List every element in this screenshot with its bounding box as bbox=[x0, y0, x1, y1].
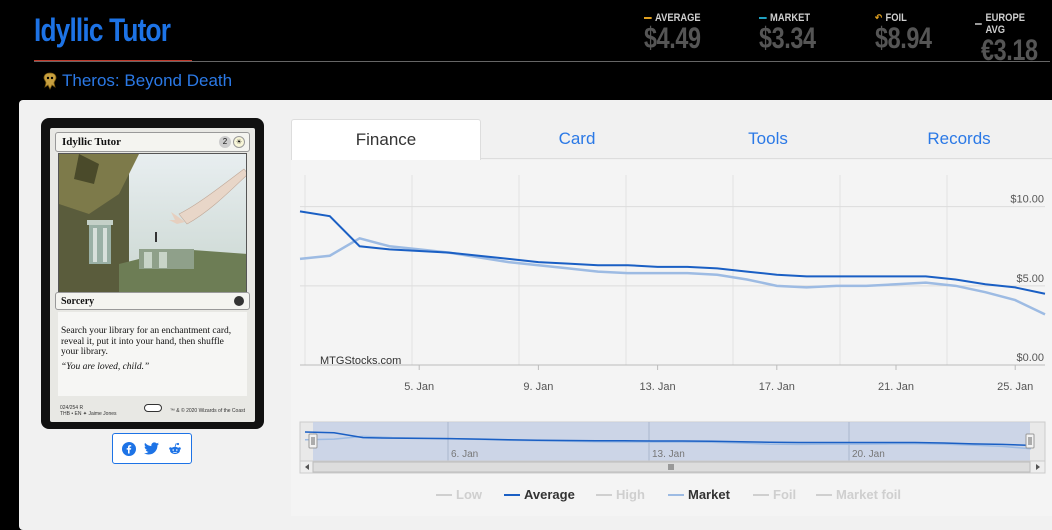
twitter-share-button[interactable] bbox=[143, 440, 161, 458]
header: Idyllic Tutor Theros: Beyond Death AVERA… bbox=[0, 0, 1052, 100]
y-tick-label: $0.00 bbox=[1016, 352, 1044, 364]
price-label: AVERAGE bbox=[655, 12, 701, 24]
facebook-share-button[interactable] bbox=[120, 440, 138, 458]
x-tick-label: 21. Jan bbox=[878, 381, 914, 393]
card-art bbox=[58, 153, 247, 293]
facebook-icon bbox=[121, 441, 136, 456]
card-frame: Idyllic Tutor 2 ☀ bbox=[50, 128, 255, 422]
foil-icon: ↶ bbox=[875, 12, 883, 24]
legend-item-foil[interactable]: Foil bbox=[773, 487, 796, 502]
artist-credit: THB • EN ✦ Jaime Jones bbox=[60, 411, 117, 417]
price-average: AVERAGE $4.49 bbox=[644, 12, 717, 56]
mana-cost: 2 ☀ bbox=[219, 136, 245, 148]
y-tick-label: $5.00 bbox=[1016, 273, 1044, 285]
scroll-left-arrow-icon[interactable] bbox=[305, 464, 309, 470]
set-link[interactable]: Theros: Beyond Death bbox=[42, 71, 232, 91]
card-flavor-text: “You are loved, child.” bbox=[61, 362, 150, 372]
share-buttons bbox=[112, 433, 192, 464]
generic-mana-icon: 2 bbox=[219, 136, 231, 148]
price-value: $3.34 bbox=[759, 22, 816, 55]
reddit-share-button[interactable] bbox=[166, 440, 184, 458]
set-name[interactable]: Theros: Beyond Death bbox=[62, 71, 233, 90]
price-value: €3.18 bbox=[981, 34, 1038, 67]
set-symbol-icon bbox=[43, 72, 57, 90]
navigator-right-handle[interactable] bbox=[1025, 433, 1035, 449]
navigator-series-line bbox=[304, 431, 1032, 447]
market-dash-icon bbox=[759, 17, 767, 19]
scroll-right-arrow-icon[interactable] bbox=[1036, 464, 1040, 470]
tab-finance[interactable]: Finance bbox=[291, 119, 481, 160]
card-textbox: Search your library for an enchantment c… bbox=[58, 312, 247, 396]
legend-item-market-foil[interactable]: Market foil bbox=[836, 487, 901, 502]
title-divider bbox=[34, 61, 1050, 62]
twitter-icon bbox=[144, 442, 160, 455]
legend-item-average[interactable]: Average bbox=[524, 487, 575, 502]
legend-item-market[interactable]: Market bbox=[688, 487, 731, 502]
y-tick-label: $10.00 bbox=[1010, 194, 1044, 206]
x-tick-label: 17. Jan bbox=[759, 381, 795, 393]
tab-records[interactable]: Records bbox=[927, 129, 991, 148]
card-name-bar: Idyllic Tutor 2 ☀ bbox=[55, 132, 250, 152]
average-dash-icon bbox=[644, 17, 652, 19]
card-copyright: ™ & © 2020 Wizards of the Coast bbox=[169, 408, 245, 414]
navigator-left-handle[interactable] bbox=[308, 433, 318, 449]
price-foil: ↶ FOIL $8.94 bbox=[875, 12, 948, 56]
card-collector-info: 024/254 R THB • EN ✦ Jaime Jones bbox=[60, 405, 117, 417]
price-chart-svg: $0.00 $5.00 $10.00 5. Jan 9. Jan 13. Jan 17. J… bbox=[299, 175, 1046, 502]
x-tick-label: 9. Jan bbox=[523, 381, 553, 393]
holo-stamp-icon bbox=[144, 404, 162, 412]
price-chart: $0.00 $5.00 $10.00 5. Jan 9. Jan 13. Jan 17. J… bbox=[291, 160, 1052, 516]
card-footer: 024/254 R THB • EN ✦ Jaime Jones ™ & © 2… bbox=[58, 401, 247, 417]
navigator-tick-label: 6. Jan bbox=[451, 449, 478, 460]
x-tick-label: 25. Jan bbox=[997, 381, 1033, 393]
x-tick-label: 13. Jan bbox=[640, 381, 676, 393]
collector-number: 024/254 R bbox=[60, 405, 84, 411]
price-value: $8.94 bbox=[875, 22, 932, 55]
tab-bar: Finance Card Tools Records bbox=[291, 119, 1052, 160]
card-image: Idyllic Tutor 2 ☀ bbox=[41, 118, 264, 429]
page-title: Idyllic Tutor bbox=[34, 12, 171, 48]
set-rarity-icon bbox=[234, 296, 244, 306]
navigator-tick-label: 13. Jan bbox=[652, 449, 685, 460]
x-tick-label: 5. Jan bbox=[404, 381, 434, 393]
chart-credit: MTGStocks.com bbox=[320, 355, 401, 367]
card-type: Sorcery bbox=[61, 296, 95, 307]
card-rules-text: Search your library for an enchantment c… bbox=[61, 326, 232, 357]
price-europe: EUROPE AVG €3.18 bbox=[975, 12, 1052, 68]
reddit-icon bbox=[169, 442, 182, 454]
navigator-tick-label: 20. Jan bbox=[852, 449, 885, 460]
price-label: FOIL bbox=[885, 12, 907, 24]
legend-item-low[interactable]: Low bbox=[456, 487, 483, 502]
card-name: Idyllic Tutor bbox=[62, 136, 121, 148]
price-label: EUROPE AVG bbox=[985, 12, 1025, 36]
card-type-bar: Sorcery bbox=[55, 292, 250, 310]
series-line-average bbox=[299, 210, 1046, 295]
tab-tools[interactable]: Tools bbox=[748, 129, 788, 148]
price-value: $4.49 bbox=[644, 22, 701, 55]
tab-card[interactable]: Card bbox=[558, 129, 596, 148]
price-market: MARKET $3.34 bbox=[759, 12, 832, 56]
series-line-market bbox=[299, 236, 1046, 316]
price-label: MARKET bbox=[770, 12, 811, 24]
legend-item-high[interactable]: High bbox=[616, 487, 645, 502]
white-mana-icon: ☀ bbox=[233, 136, 245, 148]
card-art-illustration bbox=[59, 154, 246, 292]
europe-dash-icon bbox=[975, 23, 983, 25]
